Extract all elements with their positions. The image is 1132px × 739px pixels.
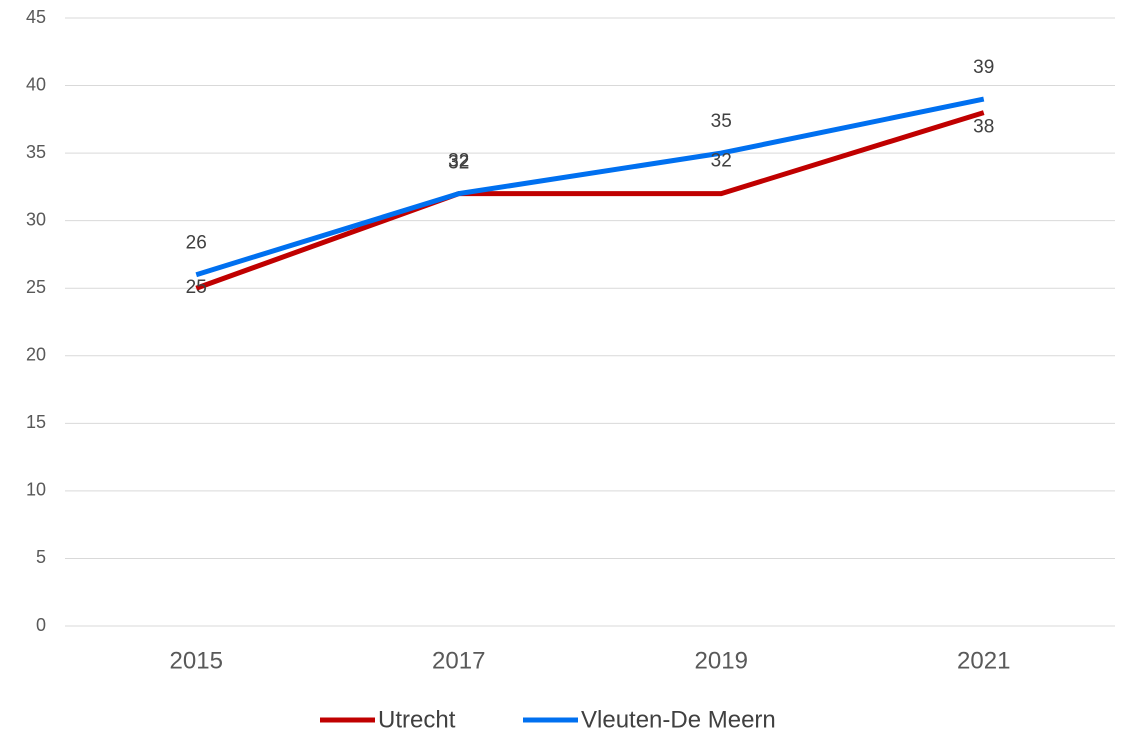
x-tick-label: 2019 (695, 647, 748, 674)
legend-label: Vleuten-De Meern (581, 706, 776, 733)
y-tick-label: 35 (26, 142, 46, 162)
data-label: 35 (711, 111, 732, 132)
data-label: 32 (711, 151, 732, 172)
y-tick-label: 25 (26, 277, 46, 297)
y-tick-label: 5 (36, 547, 46, 567)
series-line (195, 110, 985, 291)
y-tick-label: 20 (26, 345, 46, 365)
data-label: 25 (186, 277, 207, 298)
y-tick-label: 10 (26, 480, 46, 500)
data-label: 26 (186, 233, 207, 254)
data-label: 32 (448, 151, 469, 172)
x-tick-label: 2015 (170, 647, 223, 674)
y-tick-label: 0 (36, 615, 46, 635)
y-tick-label: 45 (26, 7, 46, 27)
y-tick-label: 30 (26, 209, 46, 229)
x-tick-label: 2017 (432, 647, 485, 674)
data-label: 38 (973, 117, 994, 138)
data-label: 32 (448, 153, 469, 174)
x-tick-label: 2021 (957, 647, 1010, 674)
y-tick-label: 15 (26, 412, 46, 432)
data-label: 39 (973, 57, 994, 78)
series-line (195, 96, 985, 278)
y-tick-label: 40 (26, 74, 46, 94)
legend-label: Utrecht (378, 706, 456, 733)
